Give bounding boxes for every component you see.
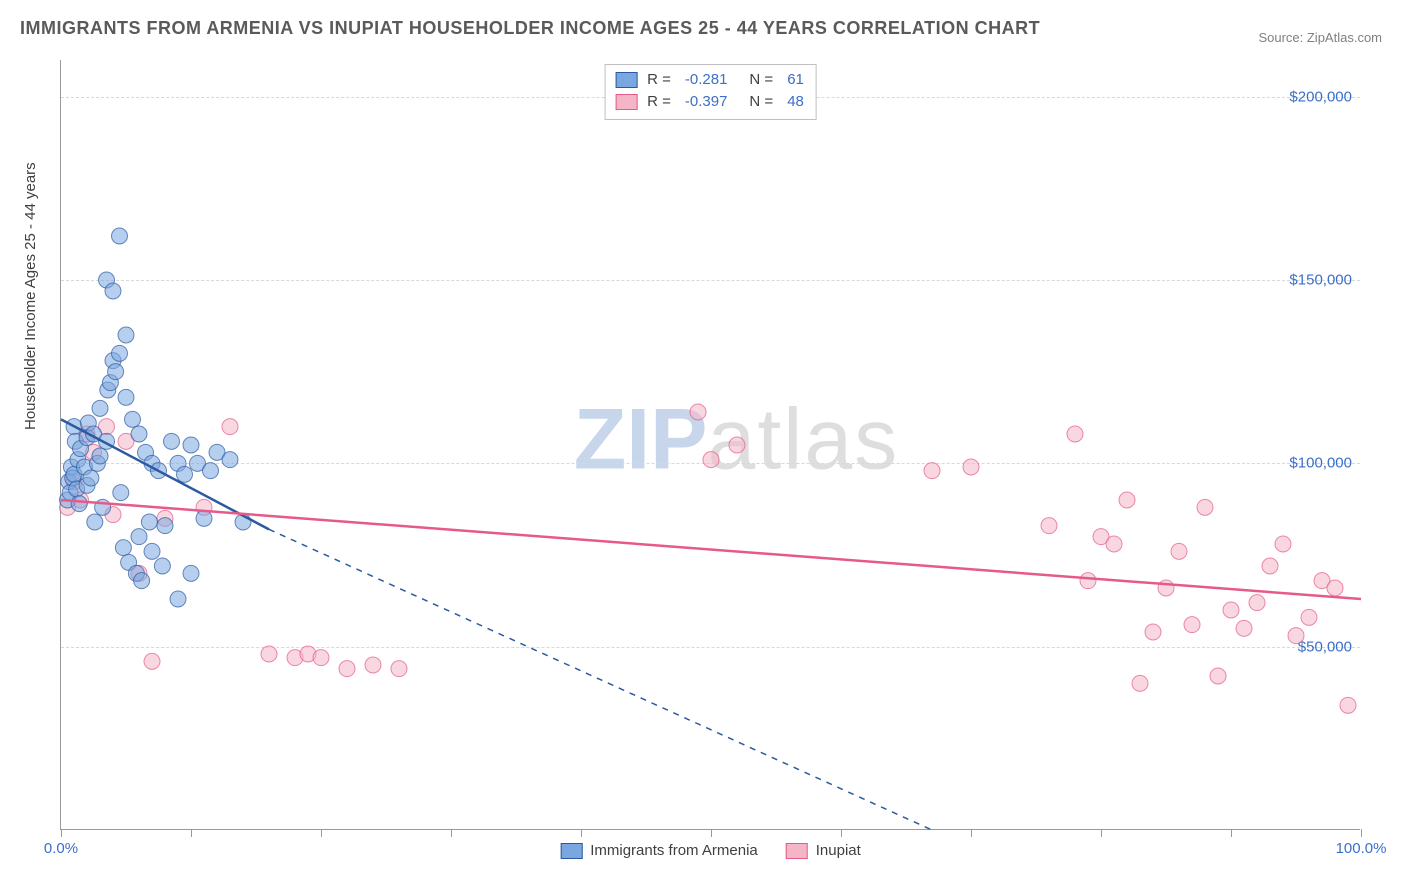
x-tick <box>711 829 712 837</box>
legend-series: Immigrants from Armenia Inupiat <box>560 842 861 859</box>
x-tick <box>1101 829 1102 837</box>
legend-r-a: -0.281 <box>685 69 728 91</box>
x-tick <box>321 829 322 837</box>
legend-item-a: Immigrants from Armenia <box>560 842 758 859</box>
x-tick <box>581 829 582 837</box>
x-tick-label: 100.0% <box>1336 840 1387 857</box>
chart-title: IMMIGRANTS FROM ARMENIA VS INUPIAT HOUSE… <box>20 18 1040 39</box>
plot-area: ZIPatlas $50,000$100,000$150,000$200,000… <box>60 60 1360 830</box>
legend-label-a: Immigrants from Armenia <box>590 842 758 859</box>
x-tick <box>971 829 972 837</box>
legend-n-b: 48 <box>787 91 804 113</box>
legend-swatch-a <box>615 72 637 88</box>
legend-swatch-a-icon <box>560 843 582 859</box>
source-label: Source: ZipAtlas.com <box>1258 30 1382 45</box>
legend-swatch-b <box>615 94 637 110</box>
legend-r-b: -0.397 <box>685 91 728 113</box>
y-axis-label: Householder Income Ages 25 - 44 years <box>22 162 39 430</box>
legend-n-a: 61 <box>787 69 804 91</box>
legend-correlation-box: R = -0.281 N = 61 R = -0.397 N = 48 <box>604 64 817 120</box>
legend-n-label: N = <box>749 69 773 91</box>
legend-item-b: Inupiat <box>786 842 861 859</box>
chart-container: IMMIGRANTS FROM ARMENIA VS INUPIAT HOUSE… <box>0 0 1406 892</box>
x-tick <box>451 829 452 837</box>
x-tick <box>1231 829 1232 837</box>
legend-row-series-a: R = -0.281 N = 61 <box>615 69 804 91</box>
legend-row-series-b: R = -0.397 N = 48 <box>615 91 804 113</box>
scatter-svg <box>61 60 1360 829</box>
legend-label-b: Inupiat <box>816 842 861 859</box>
x-tick-label: 0.0% <box>44 840 78 857</box>
x-tick <box>841 829 842 837</box>
x-tick <box>61 829 62 837</box>
legend-swatch-b-icon <box>786 843 808 859</box>
legend-r-label: R = <box>647 69 671 91</box>
legend-n-label: N = <box>749 91 773 113</box>
x-tick <box>191 829 192 837</box>
x-tick <box>1361 829 1362 837</box>
legend-r-label: R = <box>647 91 671 113</box>
